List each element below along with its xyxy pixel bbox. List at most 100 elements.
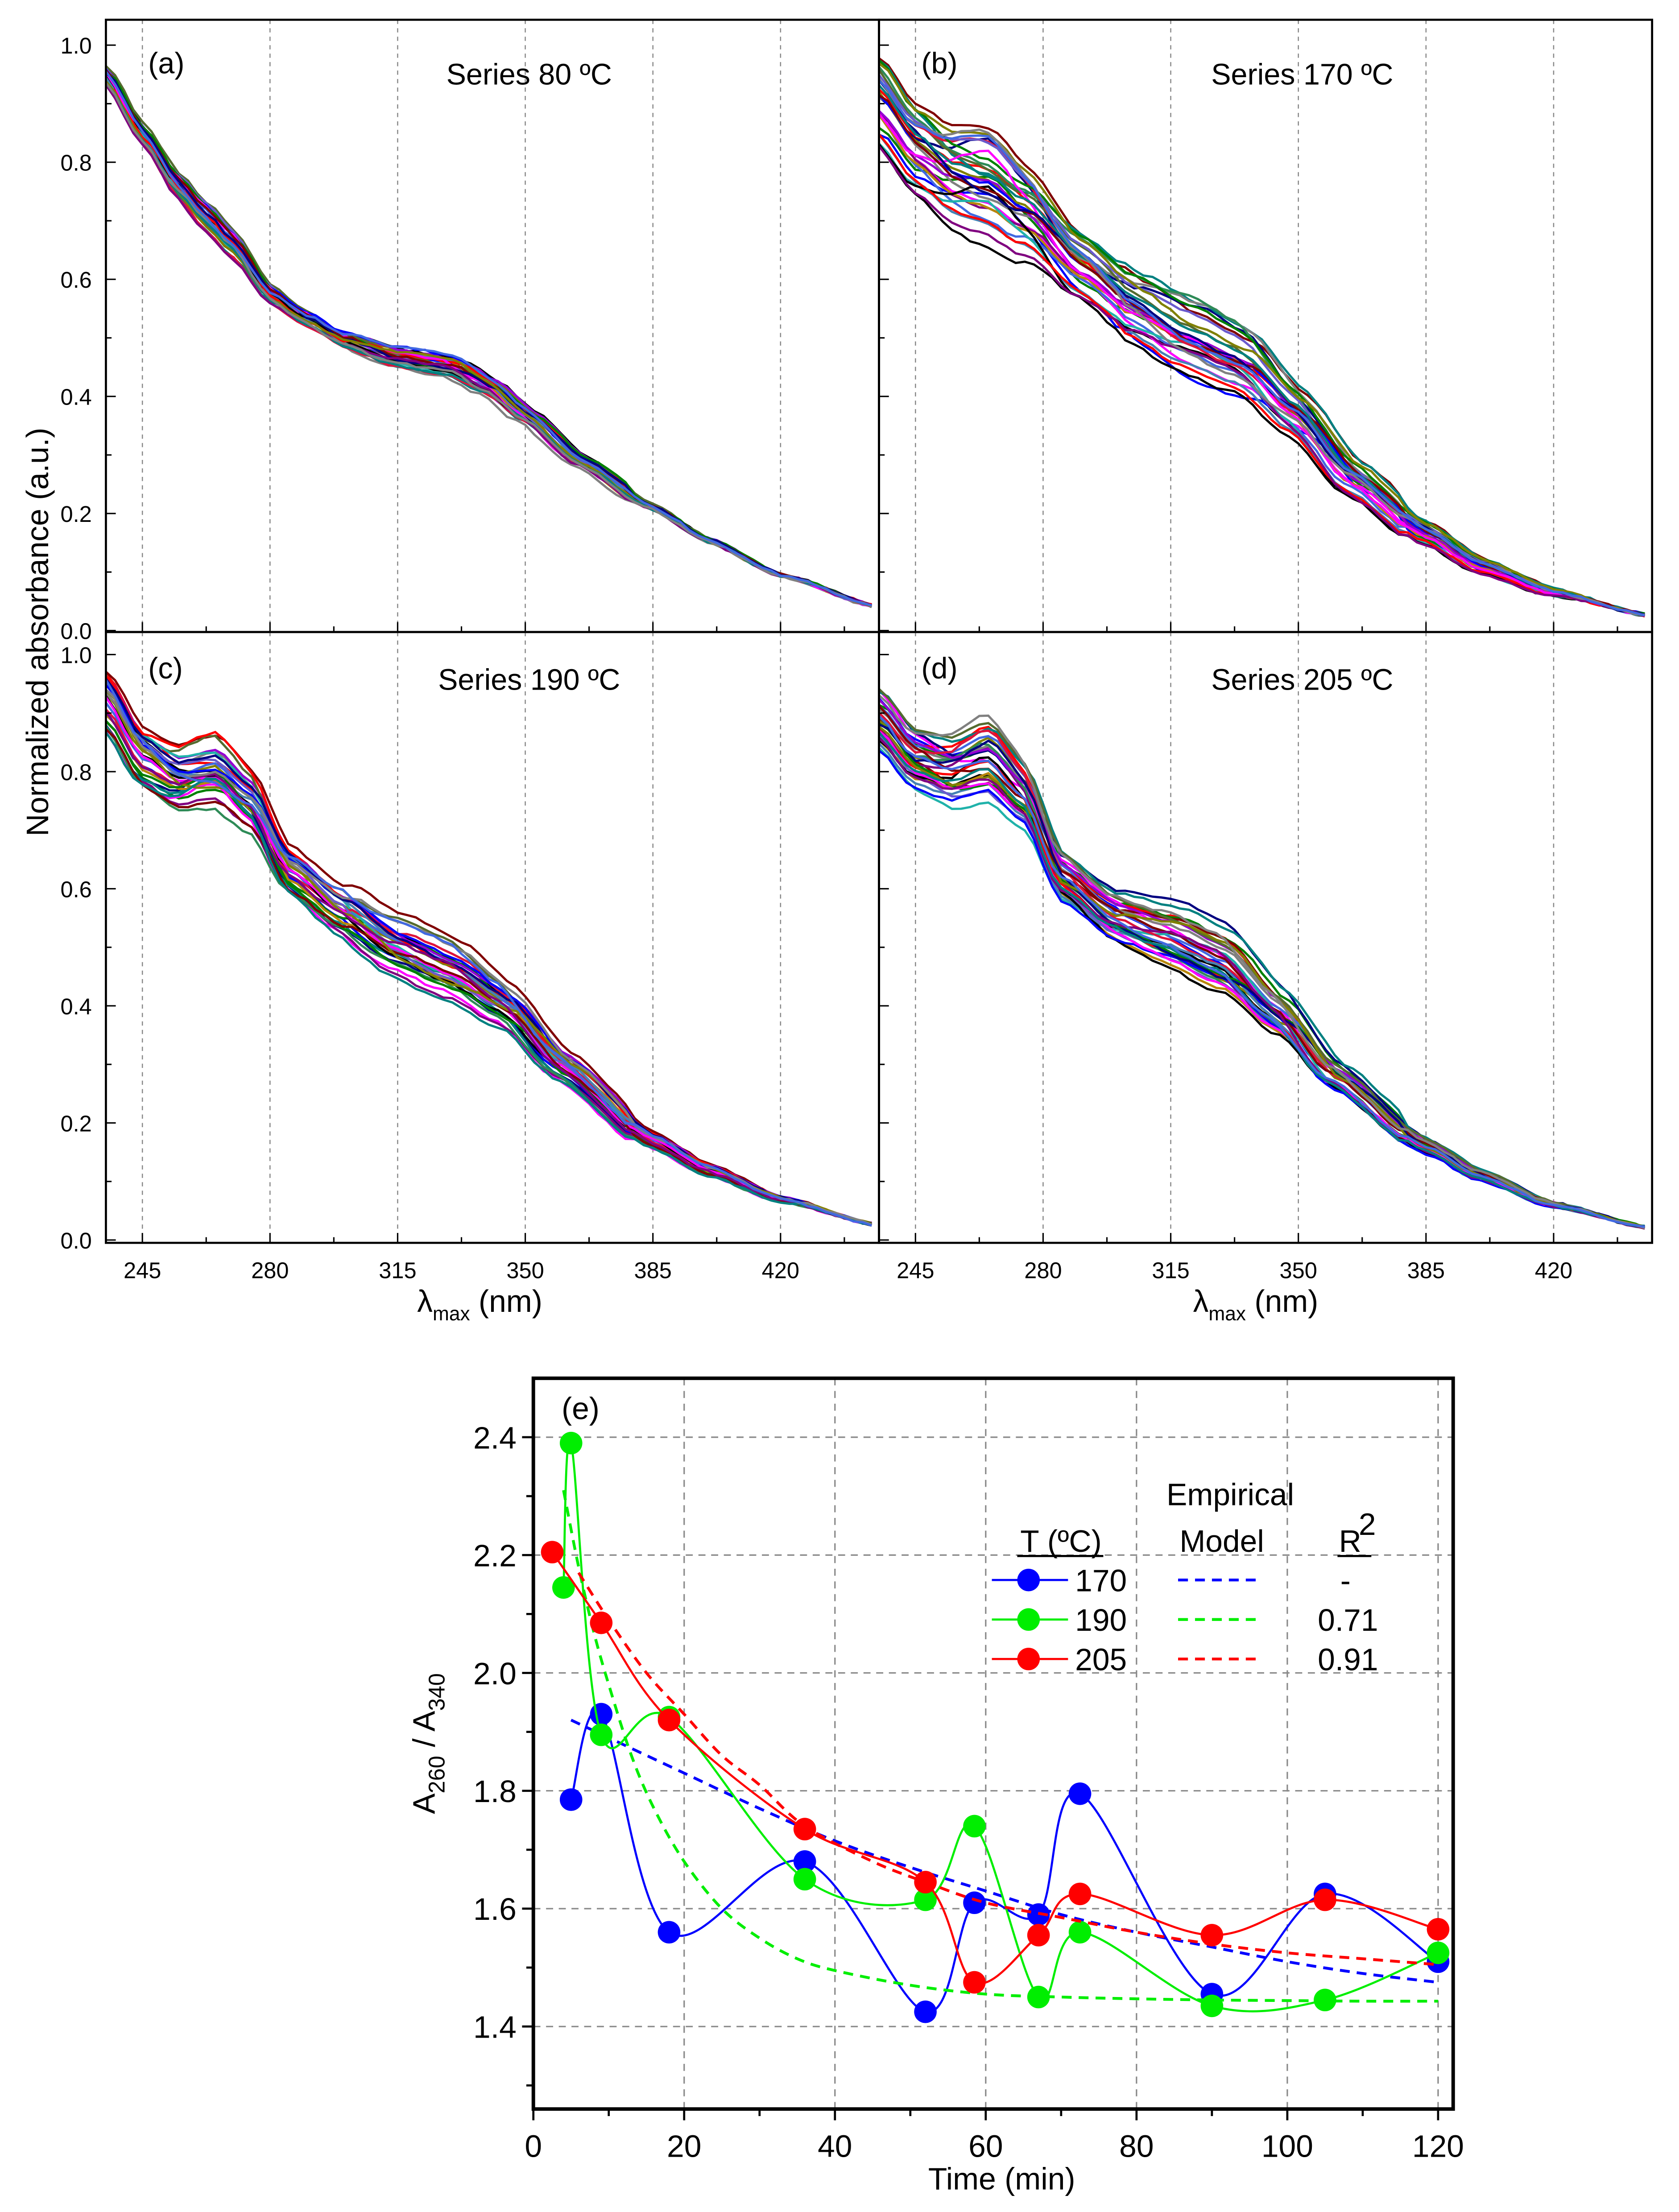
panel-title: Series 205 ºC <box>1211 664 1393 697</box>
y-tick-label: 0.4 <box>60 385 91 410</box>
x-tick-label: 60 <box>968 2129 1003 2164</box>
spectrum-line <box>106 678 872 1226</box>
y-axis-title-spectra: Normalized absorbance (a.u.) <box>20 428 55 836</box>
y-tick-label: 0.8 <box>60 150 91 176</box>
legend-label: 205 <box>1075 1642 1127 1677</box>
data-point <box>1314 1989 1336 2012</box>
legend-header-r2: R <box>1339 1524 1361 1559</box>
data-point <box>793 1850 816 1873</box>
legend-marker <box>1017 1568 1040 1592</box>
x-tick-label: 420 <box>762 1257 799 1283</box>
spectrum-line <box>879 688 1645 1228</box>
spectrum-line <box>106 83 872 608</box>
data-point <box>658 1921 681 1944</box>
panel-b: (b) Series 170 ºC <box>878 18 1654 633</box>
panel-c: 245 280 315 350 385 420 0.0 0.2 0.4 0.6 0.8 1.0 (c) S… <box>60 631 880 1283</box>
data-point <box>559 1788 583 1811</box>
legend-marker <box>1017 1647 1040 1670</box>
spectra-panels: 0.0 0.2 0.4 0.6 0.8 1.0 (a) Series 80 ºC (b) Seri… <box>60 18 1654 1283</box>
spectrum-line <box>106 69 872 606</box>
data-point <box>658 1708 681 1732</box>
spectrum-line <box>879 79 1645 617</box>
data-point <box>793 1818 816 1840</box>
series-line <box>570 1710 1439 2014</box>
x-tick-label: 385 <box>1407 1257 1445 1283</box>
x-axis-title-e: Time (min) <box>928 2161 1075 2196</box>
x-tick-label: 350 <box>1279 1257 1317 1283</box>
y-tick-label: 1.0 <box>60 642 91 668</box>
series-line <box>551 1551 1439 1985</box>
y-tick-label: 0.2 <box>60 501 91 527</box>
spectrum-line <box>106 77 872 606</box>
data-point <box>914 1888 937 1911</box>
panel-title: Series 190 ºC <box>438 664 620 697</box>
y-tick-label: 0.0 <box>60 1228 91 1253</box>
panel-label: (e) <box>562 1391 600 1426</box>
legend: Empirical T (ºC) Model R2 170 - 190 0.71 205 0.91 <box>992 1477 1378 1677</box>
data-point <box>963 1815 986 1838</box>
spectrum-line <box>879 112 1645 616</box>
panel-label: (d) <box>921 652 957 685</box>
spectra-curves <box>106 65 873 608</box>
plot-frame <box>105 18 880 633</box>
spectrum-line <box>106 83 872 606</box>
spectrum-line <box>106 69 872 607</box>
spectrum-line <box>106 679 872 1227</box>
spectrum-line <box>879 59 1645 617</box>
spectrum-line <box>879 133 1646 618</box>
legend-header-model: Model <box>1179 1524 1264 1559</box>
data-point <box>1068 1882 1092 1906</box>
data-point <box>963 1971 986 1994</box>
spectrum-line <box>106 80 872 608</box>
x-tick-label: 20 <box>667 2129 701 2164</box>
spectrum-line <box>106 73 872 606</box>
legend-header-temperature: T (ºC) <box>1020 1524 1102 1559</box>
spectrum-line <box>106 81 872 607</box>
spectrum-line <box>106 69 873 607</box>
spectrum-line <box>879 715 1645 1228</box>
spectrum-line <box>879 726 1645 1228</box>
y-axis-title-e: A260 / A340 <box>406 1673 449 1814</box>
spectrum-line <box>106 67 872 607</box>
data-point <box>541 1541 564 1563</box>
legend-header-empirical: Empirical <box>1166 1477 1294 1512</box>
spectrum-line <box>879 724 1645 1228</box>
x-tick-label: 350 <box>506 1257 544 1283</box>
panel-label: (c) <box>148 652 182 685</box>
spectrum-line <box>106 82 872 607</box>
x-tick-label: 280 <box>1024 1257 1062 1283</box>
y-tick-label: 1.4 <box>473 2009 517 2044</box>
legend-row-170: 170 - <box>992 1563 1351 1598</box>
spectrum-line <box>106 72 872 607</box>
spectrum-line <box>106 65 872 607</box>
spectrum-line <box>106 680 872 1224</box>
x-tick-label: 245 <box>124 1257 161 1283</box>
legend-r2-value: - <box>1340 1563 1351 1598</box>
y-tick-label: 2.0 <box>473 1656 517 1691</box>
plot-frame <box>878 631 1654 1244</box>
spectrum-line <box>106 79 872 607</box>
panel-d: 245 280 315 350 385 420 (d) Series 205 ºC <box>878 631 1654 1283</box>
legend-label: 190 <box>1075 1603 1127 1637</box>
y-tick-label: 1.0 <box>60 33 91 58</box>
data-point <box>1427 1918 1450 1941</box>
spectrum-line <box>106 72 872 608</box>
y-tick-label: 2.4 <box>473 1420 517 1455</box>
data-point <box>1200 1924 1224 1947</box>
data-point <box>559 1431 583 1455</box>
spectrum-line <box>879 688 1645 1229</box>
x-tick-label: 0 <box>525 2129 542 2164</box>
spectrum-line <box>106 726 872 1226</box>
spectrum-line <box>879 729 1645 1228</box>
data-point <box>1027 1985 1050 2009</box>
x-tick-label: 420 <box>1535 1257 1572 1283</box>
spectrum-line <box>879 722 1646 1229</box>
data-point <box>914 2000 937 2023</box>
x-axis-title-c: λmax (nm) <box>417 1284 542 1325</box>
series-190 <box>552 1431 1450 2018</box>
legend-r2-value: 0.91 <box>1318 1642 1378 1677</box>
x-tick-label: 100 <box>1261 2129 1313 2164</box>
y-tick-label: 2.2 <box>473 1538 517 1573</box>
panel-label: (b) <box>921 47 957 80</box>
y-tick-label: 0.6 <box>60 877 91 902</box>
